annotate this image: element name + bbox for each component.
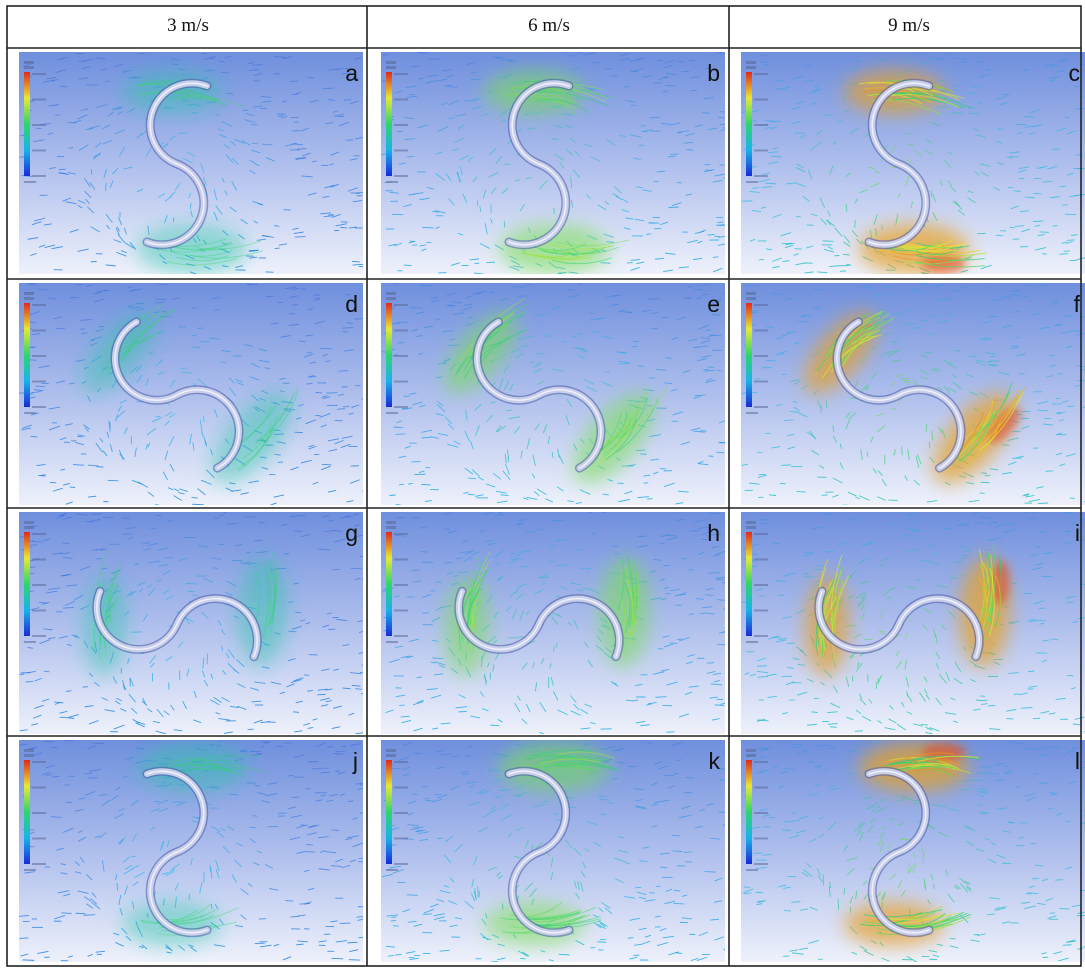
panel-d: d — [19, 283, 363, 505]
velocity-colorbar — [24, 749, 46, 871]
panel-k: k — [381, 740, 725, 962]
velocity-colorbar — [24, 521, 46, 643]
panel-i: i — [741, 512, 1085, 734]
colorbar-scale — [24, 532, 30, 636]
velocity-colorbar — [386, 292, 408, 414]
velocity-colorbar — [386, 61, 408, 183]
velocity-colorbar — [386, 521, 408, 643]
colorbar-scale — [746, 532, 752, 636]
panel-label-i: i — [1075, 520, 1080, 546]
panel-b: b — [381, 52, 725, 274]
column-header-9ms: 9 m/s — [888, 15, 930, 36]
panel-label-b: b — [707, 60, 720, 86]
panel-label-d: d — [345, 291, 358, 317]
panel-l: l — [741, 740, 1085, 962]
colorbar-scale — [386, 532, 392, 636]
velocity-vectors — [382, 740, 725, 962]
panel-h: h — [381, 512, 725, 734]
panel-background — [381, 512, 725, 734]
velocity-colorbar — [24, 61, 46, 183]
panel-grid: a b c d e f g h i j k l — [19, 52, 1085, 962]
panel-label-j: j — [352, 748, 358, 774]
panel-label-g: g — [345, 520, 358, 546]
column-headers: 3 m/s 6 m/s 9 m/s — [167, 15, 930, 36]
panel-a: a — [19, 52, 363, 274]
panel-f: f — [741, 283, 1085, 505]
table-grid-lines — [6, 5, 1082, 967]
panel-c: c — [741, 52, 1085, 274]
velocity-colorbar — [24, 292, 46, 414]
panel-label-a: a — [345, 60, 358, 86]
panel-label-f: f — [1074, 291, 1081, 317]
velocity-colorbar — [746, 61, 768, 183]
panel-label-c: c — [1069, 60, 1081, 86]
colorbar-scale — [386, 303, 392, 407]
panel-g: g — [19, 512, 363, 734]
colorbar-scale — [386, 760, 392, 864]
panel-e: e — [381, 283, 725, 505]
velocity-colorbar — [746, 521, 768, 643]
column-header-3ms: 3 m/s — [167, 15, 209, 36]
panel-label-k: k — [709, 748, 721, 774]
panel-background — [741, 512, 1085, 734]
panel-label-l: l — [1075, 748, 1080, 774]
colorbar-scale — [386, 72, 392, 176]
colorbar-scale — [24, 72, 30, 176]
colorbar-scale — [24, 760, 30, 864]
panel-background — [19, 512, 363, 734]
velocity-colorbar — [746, 749, 768, 871]
panel-j: j — [19, 740, 363, 962]
colorbar-scale — [746, 72, 752, 176]
velocity-vectors — [743, 740, 1085, 962]
column-header-6ms: 6 m/s — [528, 15, 570, 36]
panel-label-e: e — [707, 291, 720, 317]
velocity-colorbar — [746, 292, 768, 414]
colorbar-scale — [746, 760, 752, 864]
colorbar-scale — [746, 303, 752, 407]
velocity-colorbar — [386, 749, 408, 871]
colorbar-scale — [24, 303, 30, 407]
panel-label-h: h — [707, 520, 720, 546]
